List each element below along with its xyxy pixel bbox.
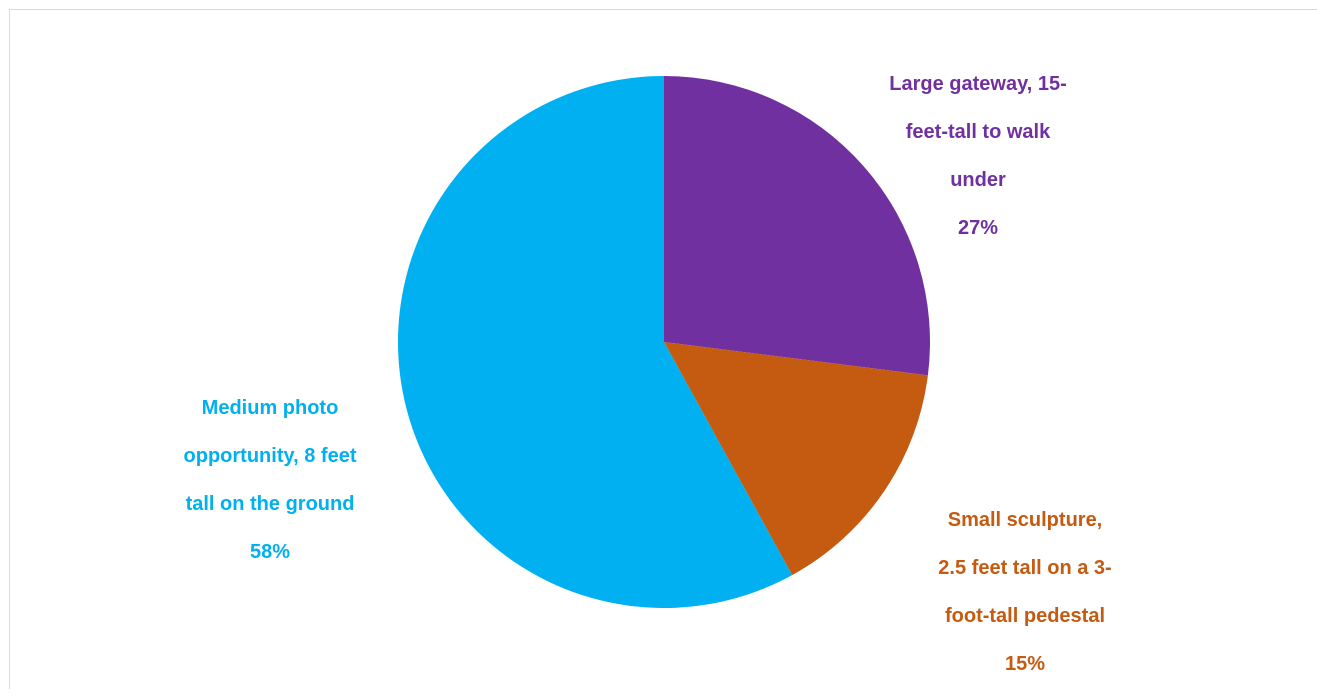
pie-chart bbox=[398, 76, 930, 608]
slice-label-large-gateway: Large gateway, 15- feet-tall to walk und… bbox=[848, 48, 1108, 264]
slice-percent-label: 58% bbox=[249, 541, 291, 563]
slice-label-line: Small sculpture, bbox=[947, 509, 1103, 531]
slice-label-line: under bbox=[950, 169, 1006, 191]
slice-label-line: 2.5 feet tall on a 3- bbox=[938, 557, 1112, 579]
slice-label-small-sculpture: Small sculpture, 2.5 feet tall on a 3- f… bbox=[895, 484, 1155, 700]
slice-label-line: tall on the ground bbox=[185, 493, 355, 515]
slice-label-line: Medium photo bbox=[201, 397, 339, 419]
pie-slice-medium-photo bbox=[398, 76, 793, 608]
slice-percent-label: 15% bbox=[1004, 653, 1046, 675]
chart-frame bbox=[9, 9, 1317, 689]
slice-label-line: feet-tall to walk bbox=[905, 121, 1051, 143]
slice-label-line: Large gateway, 15- bbox=[889, 73, 1067, 95]
pie-slice-large-gateway bbox=[664, 76, 930, 376]
slice-label-line: opportunity, 8 feet bbox=[183, 445, 357, 467]
slice-label-medium-photo: Medium photo opportunity, 8 feet tall on… bbox=[140, 372, 400, 588]
slice-percent-label: 27% bbox=[957, 217, 999, 239]
pie-slice-small-sculpture bbox=[664, 342, 928, 576]
slice-label-line: foot-tall pedestal bbox=[944, 605, 1105, 627]
